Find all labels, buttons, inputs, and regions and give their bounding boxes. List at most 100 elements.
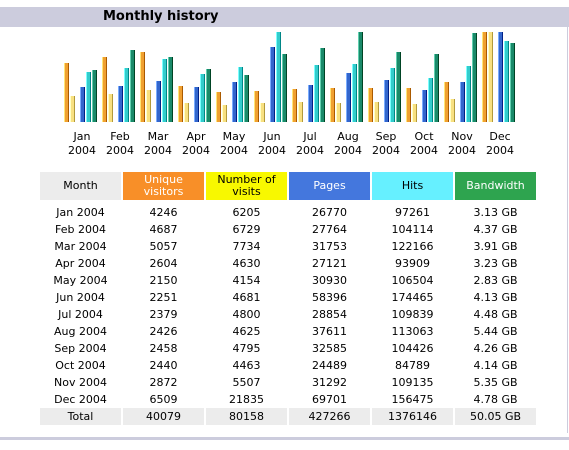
row-visits: 5507	[232, 376, 261, 389]
row-bandwidth: 2.83 GB	[473, 274, 518, 287]
x-tick-year: 2004	[68, 144, 96, 157]
row-unique-visitors: 2440	[149, 359, 178, 372]
row-month: Nov 2004	[54, 376, 107, 389]
x-tick-month: Mar	[148, 130, 169, 143]
bar-bandwidth-may	[244, 75, 249, 122]
row-hits: 84789	[395, 359, 430, 372]
bar-unique-jun	[254, 91, 259, 122]
monthly-history-table: Month Unique visitors Number of visits Pag…	[38, 172, 538, 425]
bar-unique-jan	[64, 63, 69, 122]
x-tick-year: 2004	[410, 144, 438, 157]
x-tick-year: 2004	[296, 144, 324, 157]
table-row: Jul 2004 2379 4800 28854 109839 4.48 GB	[40, 306, 536, 323]
row-hits: 106504	[391, 274, 434, 287]
total-unique-visitors: 40079	[123, 408, 204, 425]
row-visits: 6205	[232, 206, 261, 219]
row-unique-visitors: 2604	[149, 257, 178, 270]
row-unique-visitors: 2150	[149, 274, 178, 287]
row-hits: 109135	[391, 376, 434, 389]
x-tick-month: Jan	[73, 130, 91, 143]
table-row: Jun 2004 2251 4681 58396 174465 4.13 GB	[40, 289, 536, 306]
bar-visits-mar	[146, 90, 151, 122]
bar-pages-oct	[422, 90, 427, 122]
x-tick-month: Dec	[489, 130, 510, 143]
table-row: Nov 2004 2872 5507 31292 109135 5.35 GB	[40, 374, 536, 391]
bar-bandwidth-jun	[282, 54, 287, 122]
table-row: Dec 2004 6509 21835 69701 156475 4.78 GB	[40, 391, 536, 408]
row-hits: 156475	[391, 393, 434, 406]
x-tick-month: Jun	[262, 130, 280, 143]
total-visits: 80158	[206, 408, 287, 425]
bar-unique-oct	[406, 88, 411, 122]
header-unique-visitors: Unique visitors	[123, 172, 204, 200]
bar-visits-sep	[374, 102, 379, 122]
x-tick-month: Aug	[337, 130, 358, 143]
x-tick-year: 2004	[334, 144, 362, 157]
bar-hits-may	[238, 67, 243, 122]
row-unique-visitors: 2426	[149, 325, 178, 338]
row-unique-visitors: 4687	[149, 223, 178, 236]
table-row: Apr 2004 2604 4630 27121 93909 3.23 GB	[40, 255, 536, 272]
row-unique-visitors: 4246	[149, 206, 178, 219]
row-bandwidth: 3.13 GB	[473, 206, 518, 219]
row-visits: 4800	[232, 308, 261, 321]
x-tick-year: 2004	[220, 144, 248, 157]
row-pages: 31753	[312, 240, 347, 253]
row-month: Jul 2004	[58, 308, 103, 321]
bar-visits-oct	[412, 104, 417, 122]
x-tick-month: Jul	[302, 130, 316, 143]
row-bandwidth: 4.14 GB	[473, 359, 518, 372]
row-visits: 4154	[232, 274, 261, 287]
row-bandwidth: 4.48 GB	[473, 308, 518, 321]
bar-unique-feb	[102, 57, 107, 122]
row-bandwidth: 4.13 GB	[473, 291, 518, 304]
row-unique-visitors: 2251	[149, 291, 178, 304]
bar-hits-jan	[86, 72, 91, 122]
bar-visits-may	[222, 105, 227, 122]
table-row: Oct 2004 2440 4463 24489 84789 4.14 GB	[40, 357, 536, 374]
x-tick-month: Nov	[451, 130, 473, 143]
row-pages: 32585	[312, 342, 347, 355]
bar-pages-feb	[118, 86, 123, 122]
row-pages: 26770	[312, 206, 347, 219]
bar-pages-aug	[346, 73, 351, 122]
row-pages: 69701	[312, 393, 347, 406]
row-bandwidth: 5.35 GB	[473, 376, 518, 389]
x-tick-year: 2004	[372, 144, 400, 157]
row-pages: 58396	[312, 291, 347, 304]
row-hits: 104114	[391, 223, 434, 236]
row-month: Sep 2004	[54, 342, 107, 355]
bar-bandwidth-jul	[320, 48, 325, 122]
bar-hits-jun	[276, 32, 281, 122]
panel-body	[0, 27, 568, 433]
bar-pages-apr	[194, 87, 199, 122]
bar-hits-nov	[466, 66, 471, 122]
row-bandwidth: 5.44 GB	[473, 325, 518, 338]
bar-bandwidth-jan	[92, 70, 97, 122]
table-header-row: Month Unique visitors Number of visits Pag…	[40, 172, 536, 200]
x-tick-year: 2004	[486, 144, 514, 157]
header-month: Month	[40, 172, 121, 200]
bar-pages-may	[232, 82, 237, 122]
bar-unique-jul	[292, 89, 297, 122]
row-month: Oct 2004	[55, 359, 106, 372]
bar-bandwidth-dec	[510, 43, 515, 122]
row-unique-visitors: 5057	[149, 240, 178, 253]
row-visits: 4681	[232, 291, 261, 304]
bar-visits-apr	[184, 103, 189, 122]
x-tick-month: May	[223, 130, 246, 143]
bar-unique-apr	[178, 86, 183, 122]
row-month: Jan 2004	[56, 206, 105, 219]
bar-unique-dec	[482, 32, 487, 122]
bar-visits-feb	[108, 94, 113, 122]
bar-hits-apr	[200, 74, 205, 122]
bar-bandwidth-sep	[396, 52, 401, 122]
bar-pages-sep	[384, 80, 389, 122]
row-month: Dec 2004	[54, 393, 107, 406]
total-hits: 1376146	[372, 408, 453, 425]
row-visits: 6729	[232, 223, 261, 236]
row-hits: 104426	[391, 342, 434, 355]
x-tick-month: Sep	[376, 130, 397, 143]
table-row: Jan 2004 4246 6205 26770 97261 3.13 GB	[40, 204, 536, 221]
bar-bandwidth-apr	[206, 69, 211, 122]
